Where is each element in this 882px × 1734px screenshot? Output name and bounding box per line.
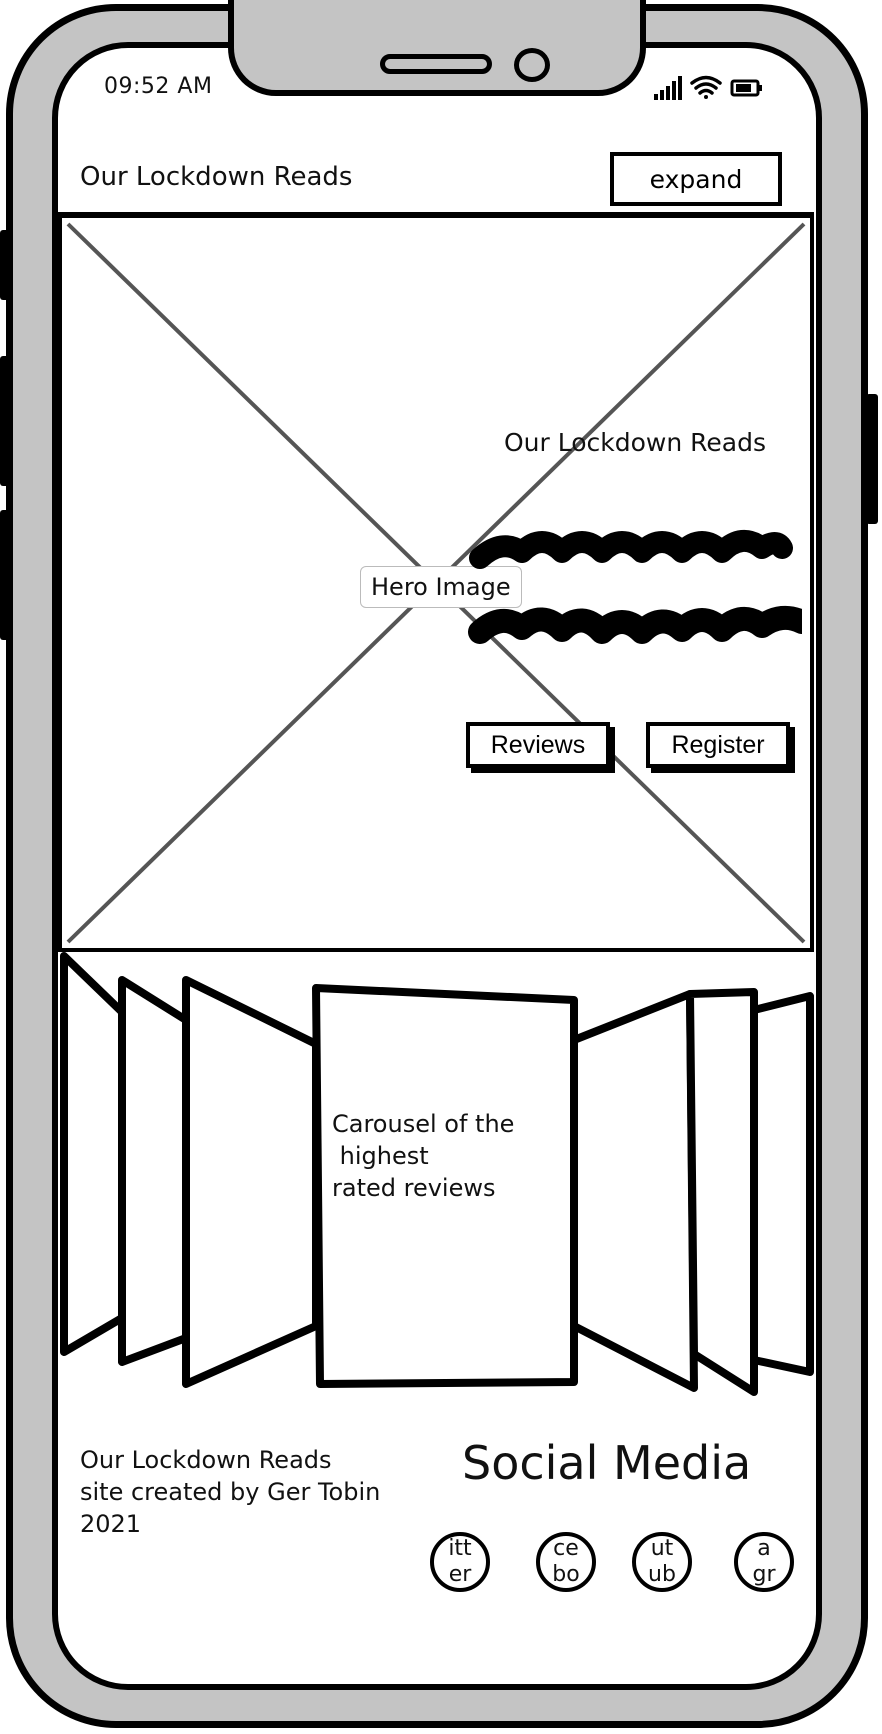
carousel-panel-right-far bbox=[750, 992, 814, 1376]
app-title: Our Lockdown Reads bbox=[80, 162, 353, 192]
carousel-panel-left-near bbox=[182, 976, 320, 1388]
carousel-panel-right-near bbox=[570, 990, 698, 1392]
text-scribble-1 bbox=[469, 530, 793, 569]
instagram-icon[interactable]: a gr bbox=[734, 1532, 794, 1592]
hero-image-label: Hero Image bbox=[360, 566, 522, 608]
cell-signal-icon bbox=[654, 76, 682, 100]
social-media-heading: Social Media bbox=[462, 1436, 752, 1490]
reviews-button[interactable]: Reviews bbox=[466, 722, 610, 768]
side-button-left-1 bbox=[0, 230, 10, 300]
carousel-panel-left-far bbox=[60, 952, 126, 1356]
battery-icon bbox=[730, 79, 762, 97]
notch bbox=[228, 0, 646, 96]
side-button-right bbox=[866, 394, 878, 524]
status-time: 09:52 AM bbox=[104, 74, 213, 99]
carousel-panel-right-mid bbox=[686, 988, 758, 1396]
side-button-left-3 bbox=[0, 510, 10, 640]
status-icons bbox=[654, 75, 762, 100]
front-camera bbox=[514, 48, 550, 82]
footer-credit: Our Lockdown Reads site created by Ger T… bbox=[80, 1446, 381, 1538]
register-button[interactable]: Register bbox=[646, 722, 790, 768]
youtube-icon[interactable]: ut ub bbox=[632, 1532, 692, 1592]
side-button-left-2 bbox=[0, 356, 10, 486]
expand-button[interactable]: expand bbox=[610, 152, 782, 206]
twitter-icon[interactable]: itt er bbox=[430, 1532, 490, 1592]
text-scribble-2 bbox=[468, 605, 802, 644]
carousel-panel-center bbox=[312, 984, 578, 1388]
carousel-panel-left-mid bbox=[118, 976, 190, 1366]
carousel-caption: Carousel of the highest rated reviews bbox=[332, 1110, 515, 1202]
carousel-panels bbox=[60, 952, 814, 1396]
reviews-carousel[interactable]: Carousel of the highest rated reviews bbox=[58, 952, 814, 1422]
speaker-grille bbox=[380, 54, 492, 74]
hero-title: Our Lockdown Reads bbox=[504, 428, 766, 457]
facebook-icon[interactable]: ce bo bbox=[536, 1532, 596, 1592]
hero-section: Hero Image Our Lockdown Reads Reviews Re… bbox=[58, 214, 814, 952]
wifi-icon bbox=[690, 75, 722, 99]
